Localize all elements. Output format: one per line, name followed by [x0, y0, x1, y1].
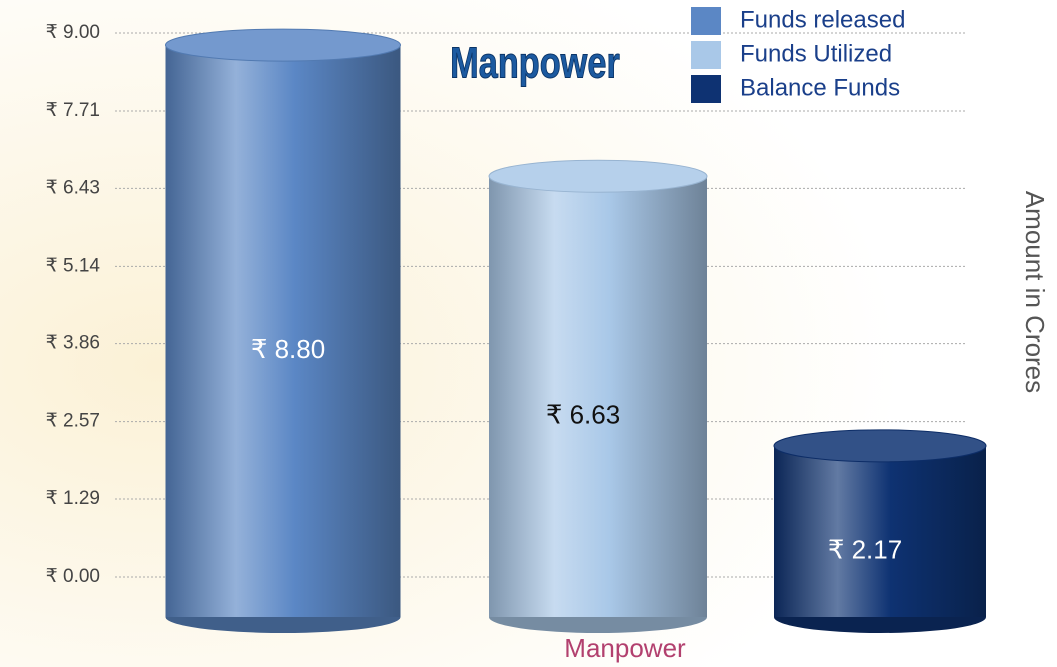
legend-label: Balance Funds: [740, 74, 900, 101]
legend-swatch: [691, 75, 721, 103]
data-label: ₹ 8.80: [251, 334, 325, 364]
chart: ₹ 0.00 ₹ 1.29 ₹ 2.57 ₹ 3.86 ₹ 5.14 ₹ 6.43 ₹ 7.…: [0, 0, 1057, 667]
page: ₹ 0.00 ₹ 1.29 ₹ 2.57 ₹ 3.86 ₹ 5.14 ₹ 6.43 ₹ 7.…: [0, 0, 1057, 667]
data-label: ₹ 2.17: [828, 534, 902, 564]
legend-label: Funds Utilized: [740, 40, 892, 67]
y-tick-label: ₹ 7.71: [46, 100, 100, 121]
chart-title: Manpower: [450, 39, 620, 88]
x-tick-label: Manpower: [564, 633, 686, 663]
bar-top: [774, 430, 986, 462]
bar: [166, 45, 401, 617]
y-tick-label: ₹ 5.14: [46, 255, 101, 276]
bar-top: [166, 29, 401, 61]
y-tick-label: ₹ 6.43: [46, 177, 100, 198]
y-tick-label: ₹ 9.00: [46, 22, 100, 43]
y-tick-label: ₹ 0.00: [46, 566, 100, 587]
y-tick-label: ₹ 1.29: [46, 488, 100, 509]
y-tick-label: ₹ 2.57: [46, 411, 100, 432]
legend-swatch: [691, 41, 721, 69]
legend-swatch: [691, 7, 721, 35]
data-label: ₹ 6.63: [546, 400, 620, 430]
legend-label: Funds released: [740, 6, 905, 33]
bar: [489, 176, 707, 617]
y-axis-label: Amount in Crores: [1020, 191, 1050, 393]
bar-top: [489, 160, 707, 192]
bar: [774, 446, 986, 617]
y-tick-label: ₹ 3.86: [46, 333, 100, 354]
